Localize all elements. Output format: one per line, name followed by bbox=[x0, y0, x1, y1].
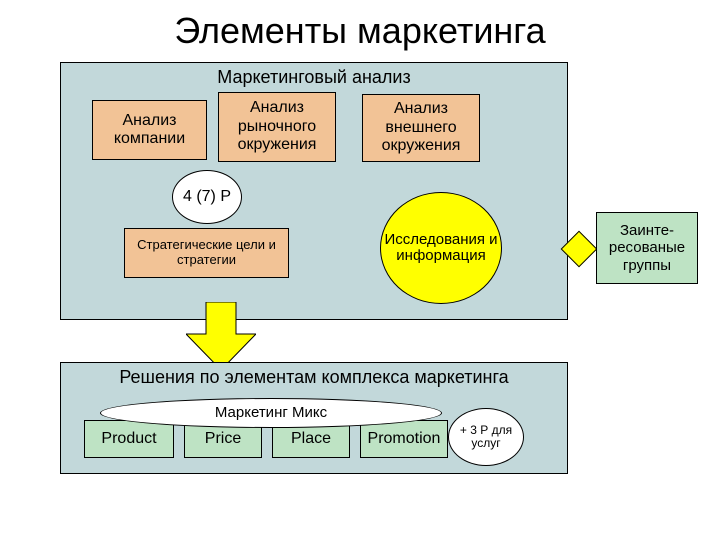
stakeholder-groups-box: Заинте-ресованые группы bbox=[596, 212, 698, 284]
ellipse-label: Маркетинг Микс bbox=[215, 405, 327, 422]
down-arrow-icon bbox=[186, 302, 256, 370]
box-label: Product bbox=[101, 430, 156, 448]
4-7p-ellipse: 4 (7) Р bbox=[172, 170, 242, 224]
research-info-ellipse: Исследования и информация bbox=[380, 192, 502, 304]
plus-3p-ellipse: + 3 Р для услуг bbox=[448, 408, 524, 466]
strategic-goals-box: Стратегические цели и стратегии bbox=[124, 228, 289, 278]
ellipse-label: Исследования и информация bbox=[381, 232, 501, 265]
bottom-panel-title: Решения по элементам комплекса маркетинг… bbox=[61, 367, 567, 388]
box-label: Promotion bbox=[368, 430, 441, 448]
top-panel-title: Маркетинговый анализ bbox=[61, 67, 567, 88]
analysis-external-box: Анализ внешнего окружения bbox=[362, 94, 480, 162]
box-label: Анализ внешнего окружения bbox=[363, 100, 479, 155]
product-box: Product bbox=[84, 420, 174, 458]
ellipse-label: 4 (7) Р bbox=[183, 188, 231, 206]
box-label: Price bbox=[205, 430, 241, 448]
box-label: Заинте-ресованые группы bbox=[597, 222, 697, 274]
page-title: Элементы маркетинга bbox=[0, 10, 720, 52]
box-label: Анализ компании bbox=[93, 112, 206, 149]
box-label: Стратегические цели и стратегии bbox=[125, 238, 288, 268]
promotion-box: Promotion bbox=[360, 420, 448, 458]
marketing-mix-ellipse: Маркетинг Микс bbox=[100, 398, 442, 428]
analysis-company-box: Анализ компании bbox=[92, 100, 207, 160]
ellipse-label: + 3 Р для услуг bbox=[449, 424, 523, 450]
analysis-market-box: Анализ рыночного окружения bbox=[218, 92, 336, 162]
box-label: Place bbox=[291, 430, 331, 448]
box-label: Анализ рыночного окружения bbox=[219, 99, 335, 154]
